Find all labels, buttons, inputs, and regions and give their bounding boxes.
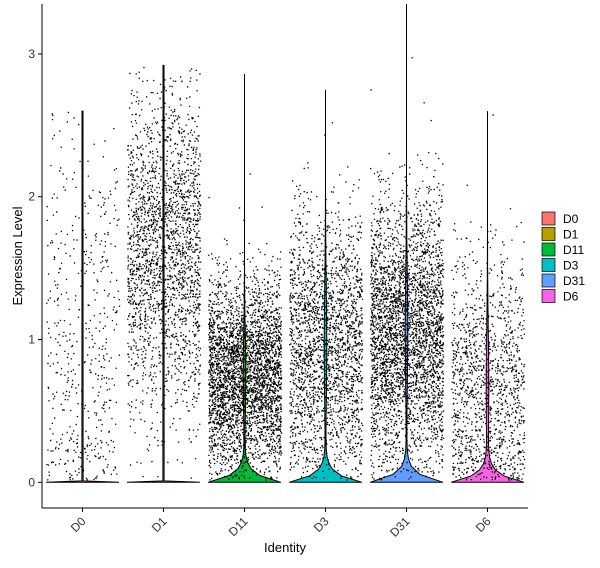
- legend-label-d11: D11: [563, 243, 584, 257]
- jitter-points-d31: [370, 57, 445, 481]
- violin-d31: [369, 4, 444, 483]
- y-tick-label-0: 0: [28, 475, 35, 489]
- legend-label-d1: D1: [563, 228, 579, 242]
- legend-label-d6: D6: [563, 290, 579, 304]
- x-tick-label-d3: D3: [311, 514, 332, 535]
- y-tick-label-3: 3: [28, 47, 35, 61]
- legend-label-d31: D31: [563, 274, 585, 288]
- y-tick-label-2: 2: [28, 190, 35, 204]
- x-tick-label-d11: D11: [226, 514, 251, 539]
- jitter-points-d6: [451, 114, 526, 481]
- points-d6: [451, 114, 526, 481]
- legend-label-d3: D3: [563, 259, 579, 273]
- x-axis-title: Identity: [264, 540, 306, 555]
- jitter-points-d3: [289, 122, 364, 481]
- x-tick-label-d6: D6: [473, 514, 494, 535]
- legend-swatch-d3: [541, 258, 556, 272]
- legend-swatch-d11: [541, 242, 556, 257]
- legend-swatch-d1: [541, 227, 556, 241]
- violin-d1: [126, 64, 200, 483]
- y-axis-ticks: 0 1 2 3: [28, 47, 42, 489]
- x-tick-label-d31: D31: [387, 514, 413, 540]
- y-tick-label-1: 1: [28, 333, 35, 347]
- x-axis-ticks: D0 D1 D11 D3 D31 D6: [68, 508, 494, 540]
- violin-layer: [45, 4, 525, 483]
- jitter-points-layer: [46, 57, 526, 481]
- points-d11: [208, 173, 283, 481]
- points-d31: [370, 57, 445, 481]
- jitter-points-d11: [208, 173, 283, 481]
- legend-label-d0: D0: [563, 212, 579, 226]
- x-tick-label-d0: D0: [68, 514, 89, 535]
- y-axis-title: Expression Level: [10, 206, 25, 305]
- x-tick-label-d1: D1: [149, 514, 170, 535]
- legend-swatch-d6: [541, 289, 556, 303]
- points-d3: [289, 122, 364, 481]
- violin-d0: [45, 110, 120, 483]
- legend-swatch-d0: [541, 211, 556, 226]
- legend-swatch-d31: [541, 273, 556, 288]
